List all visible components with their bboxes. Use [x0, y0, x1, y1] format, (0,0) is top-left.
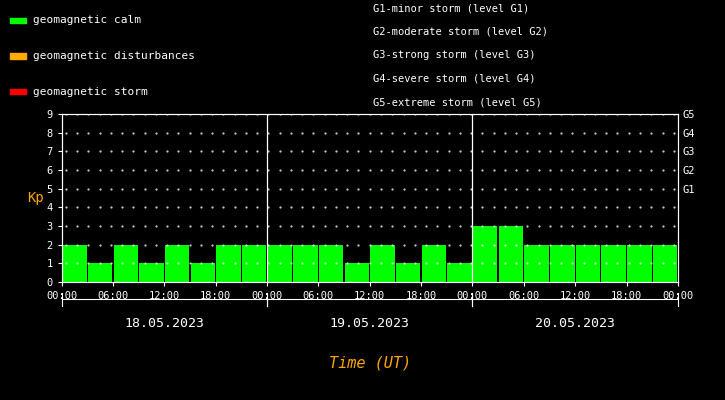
- Text: G3-strong storm (level G3): G3-strong storm (level G3): [373, 50, 536, 60]
- Bar: [10, 18, 26, 23]
- Text: G4-severe storm (level G4): G4-severe storm (level G4): [373, 74, 536, 84]
- Bar: [602, 245, 626, 282]
- Bar: [576, 245, 600, 282]
- Bar: [524, 245, 549, 282]
- Bar: [294, 245, 318, 282]
- Text: 19.05.2023: 19.05.2023: [330, 317, 410, 330]
- Text: G1-minor storm (level G1): G1-minor storm (level G1): [373, 3, 530, 13]
- Y-axis label: Kp: Kp: [27, 191, 44, 205]
- Text: geomagnetic storm: geomagnetic storm: [33, 87, 148, 97]
- Bar: [139, 263, 164, 282]
- Bar: [499, 226, 523, 282]
- Bar: [370, 245, 395, 282]
- Bar: [114, 245, 138, 282]
- Bar: [627, 245, 652, 282]
- Bar: [10, 54, 26, 58]
- Bar: [422, 245, 446, 282]
- Bar: [473, 226, 497, 282]
- Bar: [165, 245, 189, 282]
- Bar: [550, 245, 574, 282]
- Bar: [62, 245, 87, 282]
- Bar: [191, 263, 215, 282]
- Bar: [473, 245, 497, 282]
- Text: G2-moderate storm (level G2): G2-moderate storm (level G2): [373, 27, 548, 37]
- Text: 20.05.2023: 20.05.2023: [535, 317, 616, 330]
- Bar: [268, 245, 292, 282]
- Bar: [88, 263, 112, 282]
- Bar: [319, 245, 344, 282]
- Bar: [396, 263, 420, 282]
- Bar: [652, 245, 677, 282]
- Text: geomagnetic calm: geomagnetic calm: [33, 15, 141, 25]
- Bar: [344, 263, 369, 282]
- Text: 18.05.2023: 18.05.2023: [124, 317, 204, 330]
- Bar: [242, 245, 266, 282]
- Bar: [216, 245, 241, 282]
- Bar: [679, 245, 703, 282]
- Bar: [10, 89, 26, 94]
- Text: Time (UT): Time (UT): [328, 356, 411, 371]
- Bar: [447, 263, 472, 282]
- Text: G5-extreme storm (level G5): G5-extreme storm (level G5): [373, 98, 542, 108]
- Text: geomagnetic disturbances: geomagnetic disturbances: [33, 51, 195, 61]
